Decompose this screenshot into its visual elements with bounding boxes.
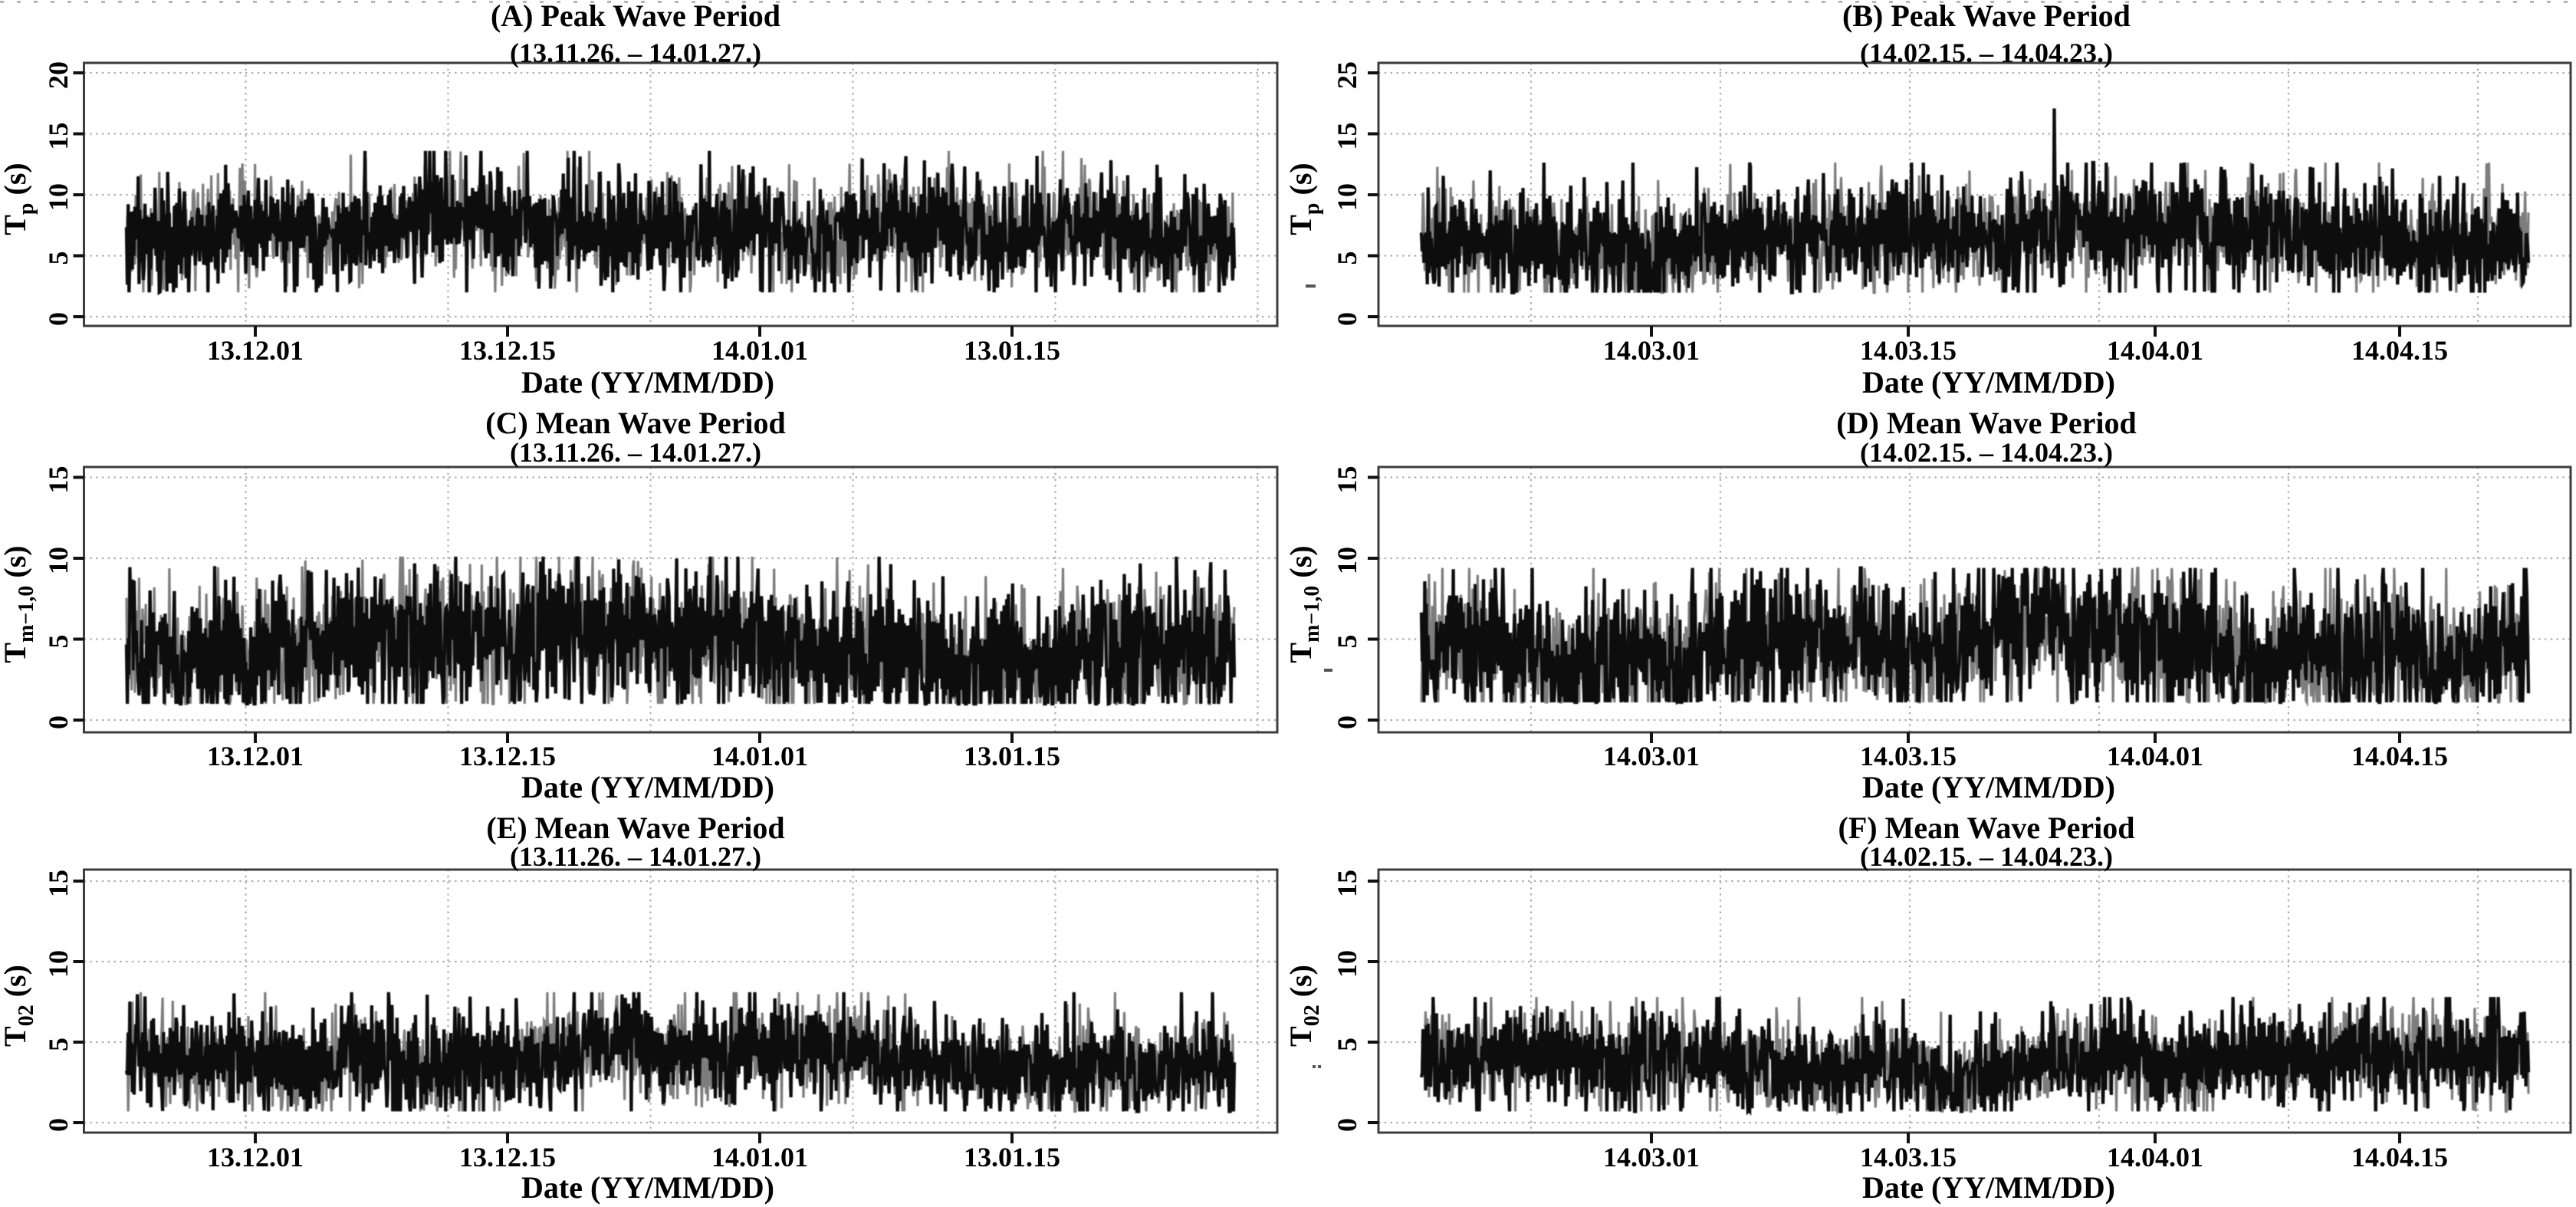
svg-text:0: 0 [1332,715,1362,729]
svg-text:Date (YY/MM/DD): Date (YY/MM/DD) [1862,365,2115,400]
svg-text:13.01.15: 13.01.15 [964,335,1060,366]
svg-text:10: 10 [43,950,74,978]
svg-text:20: 20 [43,61,74,89]
svg-text:14.04.01: 14.04.01 [2107,741,2203,771]
svg-text:(A) Peak Wave Period: (A) Peak Wave Period [491,0,780,33]
svg-text:Tp (s): Tp (s) [1283,163,1324,235]
svg-text:15: 15 [43,466,74,494]
svg-text:5: 5 [43,635,74,649]
svg-text:5: 5 [1332,252,1362,265]
svg-text:Tm−1,0 (s): Tm−1,0 (s) [0,545,38,663]
svg-text:10: 10 [1332,547,1362,574]
svg-text:(E) Mean Wave Period: (E) Mean Wave Period [486,811,784,845]
svg-text:14.04.15: 14.04.15 [2351,741,2448,771]
svg-text:14.03.15: 14.03.15 [1860,335,1957,366]
svg-text:0: 0 [1332,312,1362,326]
svg-text:Date (YY/MM/DD): Date (YY/MM/DD) [521,1170,774,1205]
svg-text:(14.02.15. – 14.04.23.): (14.02.15. – 14.04.23.) [1860,38,2113,68]
svg-text:(C) Mean Wave Period: (C) Mean Wave Period [485,406,785,440]
svg-text:(D) Mean Wave Period: (D) Mean Wave Period [1836,406,2136,440]
svg-text:25: 25 [1332,61,1362,89]
svg-text:14.04.01: 14.04.01 [2107,335,2203,366]
svg-text:13.01.15: 13.01.15 [964,1142,1060,1172]
svg-text:(14.02.15. – 14.04.23.): (14.02.15. – 14.04.23.) [1860,841,2113,872]
svg-text:15: 15 [43,870,74,897]
svg-text:Date (YY/MM/DD): Date (YY/MM/DD) [1862,770,2115,804]
svg-text:Date (YY/MM/DD): Date (YY/MM/DD) [1862,1170,2115,1205]
svg-text:14.03.01: 14.03.01 [1603,335,1700,366]
svg-text:14.03.15: 14.03.15 [1860,741,1957,771]
svg-text:5: 5 [43,252,74,265]
svg-text:14.01.01: 14.01.01 [711,1142,808,1172]
svg-text:13.12.01: 13.12.01 [207,741,304,771]
svg-text:Date (YY/MM/DD): Date (YY/MM/DD) [521,770,774,804]
svg-text:15: 15 [1332,870,1362,897]
svg-text:13.12.15: 13.12.15 [459,1142,556,1172]
svg-text:10: 10 [43,183,74,211]
svg-text:(B) Peak Wave Period: (B) Peak Wave Period [1842,0,2131,33]
svg-text:(13.11.26. – 14.01.27.): (13.11.26. – 14.01.27.) [510,38,761,68]
svg-text:10: 10 [43,547,74,574]
svg-text:13.12.15: 13.12.15 [459,741,556,771]
svg-text:14.04.01: 14.04.01 [2107,1142,2203,1172]
svg-text:10: 10 [1332,183,1362,211]
svg-text:5: 5 [1332,635,1362,649]
svg-text:14.03.01: 14.03.01 [1603,1142,1700,1172]
svg-text:13.12.01: 13.12.01 [207,335,304,366]
svg-text:0: 0 [43,715,74,729]
svg-text:15: 15 [43,123,74,150]
svg-text:Tm−1,0 (s): Tm−1,0 (s) [1283,545,1324,663]
svg-text:14.04.15: 14.04.15 [2351,335,2448,366]
svg-text:14.04.15: 14.04.15 [2351,1142,2448,1172]
svg-text:13.01.15: 13.01.15 [964,741,1060,771]
svg-text:15: 15 [1332,466,1362,494]
svg-text:Tp (s): Tp (s) [0,163,38,235]
svg-text:(13.11.26. – 14.01.27.): (13.11.26. – 14.01.27.) [510,841,761,872]
svg-text:10: 10 [1332,950,1362,978]
svg-text:15: 15 [1332,123,1362,150]
svg-text:13.12.15: 13.12.15 [459,335,556,366]
svg-text:Date (YY/MM/DD): Date (YY/MM/DD) [521,365,774,400]
svg-text:(F) Mean Wave Period: (F) Mean Wave Period [1838,811,2135,845]
svg-text:14.01.01: 14.01.01 [711,741,808,771]
svg-text:13.12.01: 13.12.01 [207,1142,304,1172]
svg-text:T02 (s): T02 (s) [1283,965,1324,1047]
svg-text:14.03.15: 14.03.15 [1860,1142,1957,1172]
svg-text:14.03.01: 14.03.01 [1603,741,1700,771]
svg-text:0: 0 [43,1118,74,1132]
svg-text:(13.11.26. – 14.01.27.): (13.11.26. – 14.01.27.) [510,437,761,468]
svg-text:T02 (s): T02 (s) [0,965,38,1047]
svg-text:5: 5 [1332,1038,1362,1051]
svg-text:14.01.01: 14.01.01 [711,335,808,366]
svg-text:0: 0 [43,312,74,326]
svg-text:(14.02.15. – 14.04.23.): (14.02.15. – 14.04.23.) [1860,437,2113,468]
svg-text:0: 0 [1332,1118,1362,1132]
svg-text:5: 5 [43,1038,74,1051]
